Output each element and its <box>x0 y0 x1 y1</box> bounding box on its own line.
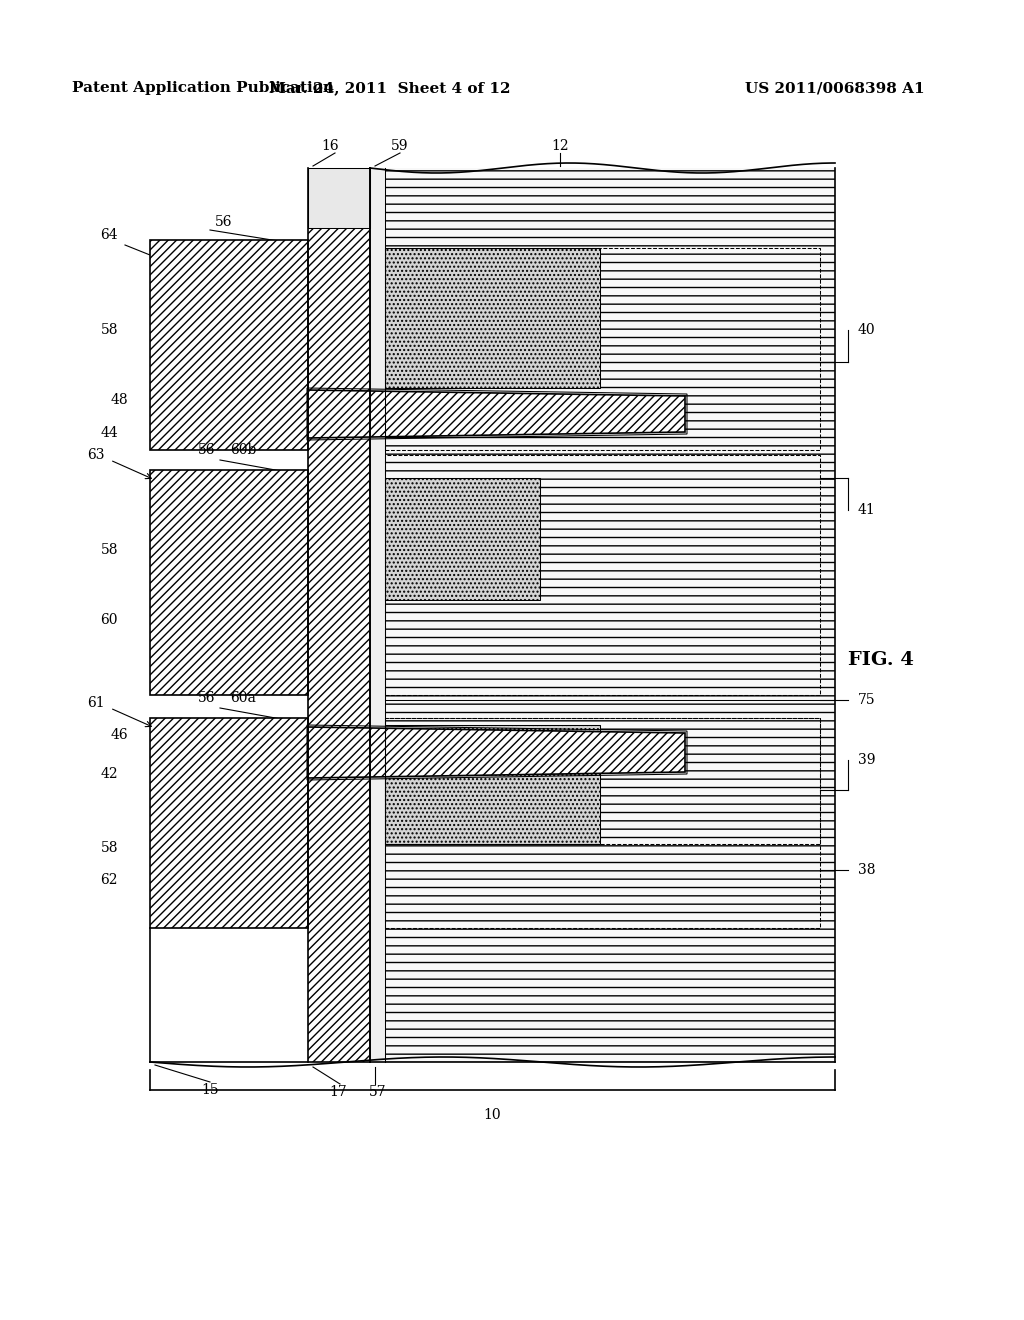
Bar <box>385 248 600 388</box>
Text: 56: 56 <box>198 690 215 705</box>
Text: 15: 15 <box>201 1082 219 1097</box>
Text: 42: 42 <box>100 767 118 781</box>
Bar <box>150 718 308 928</box>
Text: 58: 58 <box>100 841 118 855</box>
Text: Mar. 24, 2011  Sheet 4 of 12: Mar. 24, 2011 Sheet 4 of 12 <box>269 81 511 95</box>
Text: 56: 56 <box>215 215 232 228</box>
Text: 16: 16 <box>322 139 339 153</box>
Bar <box>385 248 820 450</box>
Bar <box>385 718 820 928</box>
Text: 17: 17 <box>329 1085 347 1100</box>
Text: 10: 10 <box>483 1107 501 1122</box>
Bar <box>385 455 820 696</box>
Text: 60a: 60a <box>230 690 256 705</box>
Text: 46: 46 <box>111 729 128 742</box>
Polygon shape <box>308 727 685 777</box>
Text: 59: 59 <box>391 139 409 153</box>
Text: US 2011/0068398 A1: US 2011/0068398 A1 <box>745 81 925 95</box>
Bar <box>385 718 820 843</box>
Text: 56: 56 <box>198 444 215 457</box>
Bar <box>150 470 308 696</box>
Text: 44: 44 <box>100 426 118 440</box>
Text: 41: 41 <box>858 503 876 517</box>
Text: 60: 60 <box>100 612 118 627</box>
Bar <box>308 168 370 1063</box>
Bar <box>308 168 370 228</box>
Text: 62: 62 <box>100 873 118 887</box>
Bar <box>385 478 540 601</box>
Bar <box>150 240 308 450</box>
Text: 64: 64 <box>100 228 118 242</box>
Text: Patent Application Publication: Patent Application Publication <box>72 81 334 95</box>
Text: 58: 58 <box>100 323 118 337</box>
Text: 12: 12 <box>551 139 568 153</box>
Text: 58: 58 <box>100 543 118 557</box>
Bar <box>385 725 600 843</box>
Text: FIG. 4: FIG. 4 <box>848 651 913 669</box>
Text: 60b: 60b <box>230 444 256 457</box>
Bar <box>370 168 835 1063</box>
Text: 48: 48 <box>111 393 128 407</box>
Text: 63: 63 <box>87 447 105 462</box>
Text: 38: 38 <box>858 863 876 876</box>
Bar <box>370 168 385 1063</box>
Text: 40: 40 <box>858 323 876 337</box>
Text: 57: 57 <box>370 1085 387 1100</box>
Text: 75: 75 <box>858 693 876 708</box>
Polygon shape <box>308 389 685 438</box>
Text: 61: 61 <box>87 696 105 710</box>
Text: 39: 39 <box>858 752 876 767</box>
